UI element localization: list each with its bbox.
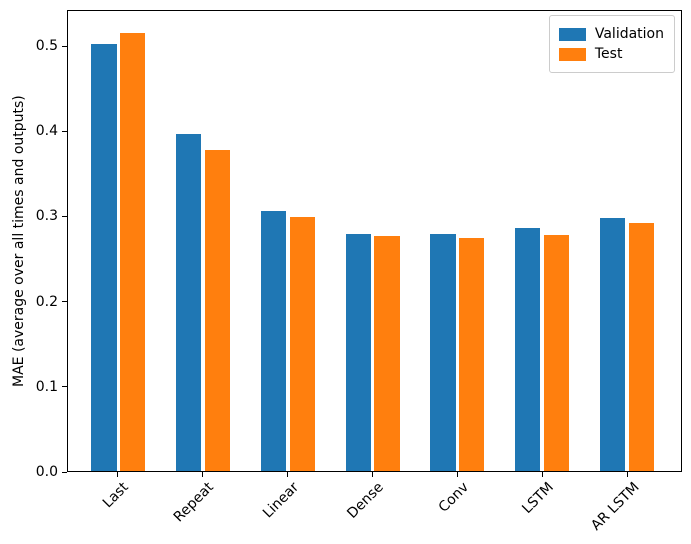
y-tick-label: 0.1 — [35, 378, 58, 395]
x-tick — [457, 472, 459, 477]
x-tick — [372, 472, 374, 477]
x-tick-label-repeat: Repeat — [171, 479, 218, 526]
legend-entry-validation: Validation — [558, 25, 664, 43]
y-tick-label: 0.5 — [35, 38, 58, 54]
y-axis-label: MAE (average over all times and outputs) — [11, 95, 27, 387]
legend-entry-test: Test — [558, 45, 664, 63]
x-tick — [117, 472, 119, 477]
x-tick — [287, 472, 289, 477]
y-tick — [62, 45, 67, 47]
y-tick-label: 0.0 — [35, 464, 58, 480]
legend-label-test: Test — [594, 46, 623, 62]
bar-test-last — [120, 32, 146, 471]
x-tick — [542, 472, 544, 477]
y-tick — [62, 471, 67, 473]
x-tick — [627, 472, 629, 477]
x-tick-label-lstm: LSTM — [519, 479, 558, 518]
bar-validation-ar-lstm — [599, 218, 626, 471]
bar-validation-conv — [430, 233, 456, 471]
legend-label-validation: Validation — [594, 26, 664, 42]
y-tick — [62, 386, 67, 388]
y-tick — [62, 130, 67, 132]
y-tick-label: 0.4 — [35, 123, 58, 140]
bar-validation-last — [91, 44, 117, 471]
x-tick-label-conv: Conv — [435, 479, 473, 516]
bar-validation-repeat — [176, 134, 202, 471]
bar-validation-linear — [260, 211, 287, 471]
bar-validation-dense — [345, 233, 371, 471]
bar-test-ar-lstm — [628, 223, 654, 471]
x-tick-label-linear: Linear — [260, 479, 303, 522]
bar-test-lstm — [543, 235, 570, 471]
bar-test-linear — [289, 217, 315, 471]
y-tick-label: 0.2 — [35, 293, 58, 310]
plot-area — [67, 10, 682, 472]
x-tick — [202, 472, 204, 477]
legend: Validation Test — [548, 15, 675, 73]
y-tick — [62, 215, 67, 217]
legend-swatch-test — [558, 47, 586, 61]
x-tick-label-dense: Dense — [344, 479, 388, 522]
y-tick — [62, 301, 67, 303]
bar-validation-lstm — [514, 228, 541, 471]
legend-swatch-validation — [558, 27, 586, 41]
bar-test-repeat — [204, 150, 231, 471]
x-tick-label-last: Last — [100, 479, 133, 512]
bar-test-conv — [459, 237, 485, 471]
y-tick-label: 0.3 — [35, 208, 58, 225]
x-tick-label-ar-lstm: AR LSTM — [587, 479, 643, 534]
bar-test-dense — [374, 236, 400, 471]
